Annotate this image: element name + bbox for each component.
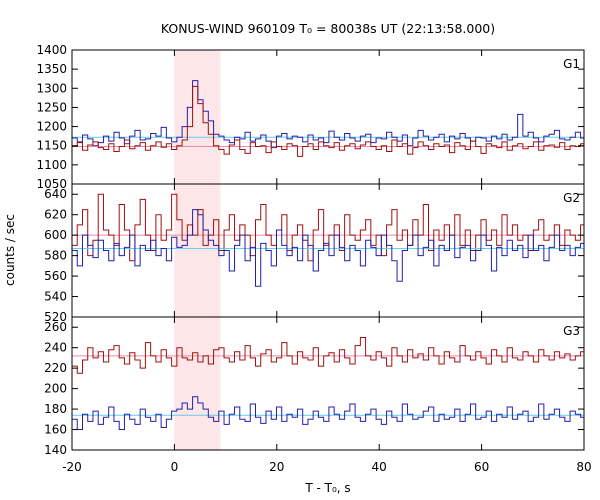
panel-g2-red-step-series — [72, 193, 584, 262]
panel-g3-blue-step-series — [72, 396, 584, 431]
x-tick-label: 0 — [171, 460, 179, 474]
chart-title: KONUS-WIND 960109 T₀ = 80038s UT (22:13:… — [161, 21, 495, 36]
panel-g1-y-tick-label: 1200 — [36, 120, 67, 134]
panel-g1-y-tick-label: 1050 — [36, 177, 67, 191]
panel-g3-red-step-series — [72, 336, 584, 374]
panel-g2-blue-step-series — [72, 209, 584, 287]
panel-label-g2: G2 — [563, 191, 580, 205]
x-tick-label: 40 — [372, 460, 387, 474]
panel-g3-y-tick-label: 180 — [44, 402, 67, 416]
panel-g1-y-tick-label: 1250 — [36, 100, 67, 114]
x-tick-label: 60 — [474, 460, 489, 474]
panel-g2-y-tick-label: 640 — [44, 187, 67, 201]
panel-g3-series — [72, 336, 584, 431]
panel-g2-y-tick-label: 600 — [44, 228, 67, 242]
x-tick-label: 80 — [576, 460, 591, 474]
panel-g1-y-tick-label: 1150 — [36, 139, 67, 153]
x-axis-label: T - T₀, s — [304, 481, 350, 495]
panel-g1-y-tick-label: 1400 — [36, 43, 67, 57]
panel-g3-y-tick-label: 260 — [44, 320, 67, 334]
panel-g2-series — [72, 193, 584, 287]
panel-g1-frame — [71, 49, 585, 185]
panel-g3-frame — [71, 316, 585, 451]
panel-g3-y-tick-label: 200 — [44, 382, 67, 396]
panel-g2-y-tick-label: 580 — [44, 249, 67, 263]
panel-g1-blue-step-series — [72, 80, 584, 149]
panel-g2-y-tick-label: 620 — [44, 208, 67, 222]
panel-g3-y-tick-label: 160 — [44, 423, 67, 437]
panel-g1-y-tick-label: 1100 — [36, 158, 67, 172]
x-tick-label: 20 — [269, 460, 284, 474]
x-tick-label: -20 — [62, 460, 82, 474]
y-axis-label: counts / sec — [3, 214, 17, 286]
plot-area: 10501100115012001250130013501400G1520540… — [36, 43, 591, 474]
panel-g2-y-tick-label: 540 — [44, 290, 67, 304]
panel-g1: 1050 1100 1150 1200 1250 1300 1350 1400 G1 — [36, 43, 585, 191]
panel-g1-y-tick-label: 1300 — [36, 81, 67, 95]
panel-label-g1: G1 — [563, 57, 580, 71]
highlight-interval-band — [174, 50, 221, 450]
panel-g2-y-tick-label: 520 — [44, 310, 67, 324]
panel-g3-y-tick-label: 240 — [44, 341, 67, 355]
panel-g1-series — [72, 80, 584, 157]
panel-g2-y-tick-label: 560 — [44, 269, 67, 283]
panel-g2: 520 540 560 580 600 620 640 G2 — [44, 183, 585, 324]
panel-g3: 140 160 180 200 220 240 260 G3 — [44, 316, 585, 457]
panel-g3-y-tick-label: 220 — [44, 361, 67, 375]
panel-g1-red-step-series — [72, 85, 584, 157]
panel-g1-y-tick-label: 1350 — [36, 62, 67, 76]
panel-g3-y-tick-label: 140 — [44, 443, 67, 457]
panel-label-g3: G3 — [563, 324, 580, 338]
